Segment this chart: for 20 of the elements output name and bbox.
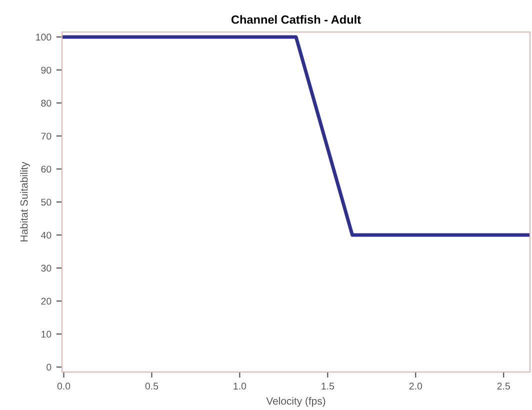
y-tick-label: 90 <box>41 66 52 74</box>
chart-title: Channel Catfish - Adult <box>231 15 361 24</box>
x-tick-label: 0.0 <box>57 382 70 390</box>
x-tick-label: 0.5 <box>145 382 158 390</box>
y-tick-label: 20 <box>41 298 52 305</box>
y-tick-label: 60 <box>41 166 52 173</box>
y-axis-title: Habitat Suitability <box>20 162 30 242</box>
y-tick-label: 30 <box>41 264 52 272</box>
x-tick-label: 1.0 <box>234 382 246 390</box>
x-tick-label: 1.5 <box>322 382 334 390</box>
y-tick-label: 0 <box>46 364 52 371</box>
y-tick-label: 70 <box>41 132 52 140</box>
x-tick-label: 2.5 <box>497 382 510 390</box>
y-tick-label: 80 <box>41 100 52 107</box>
x-tick-label: 2.0 <box>409 382 422 390</box>
y-tick-label: 40 <box>40 232 52 239</box>
y-tick-label: 10 <box>42 330 52 338</box>
x-axis-title: Velocity (fps) <box>266 397 326 407</box>
y-tick-label: 100 <box>36 34 52 41</box>
y-tick-label: 50 <box>41 198 52 206</box>
